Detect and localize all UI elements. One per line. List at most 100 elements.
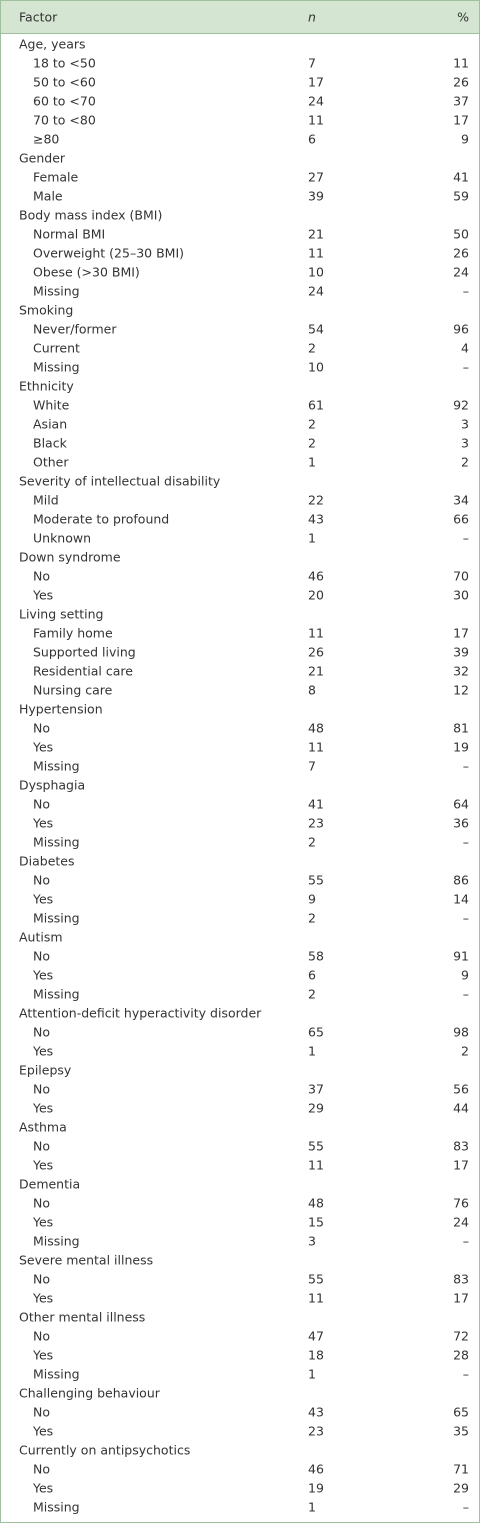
- factor-cell: Moderate to profound: [33, 511, 170, 526]
- factor-cell: Missing: [33, 1233, 80, 1248]
- factor-cell: Living setting: [19, 606, 104, 621]
- factor-cell: No: [33, 1081, 50, 1096]
- data-row: Unknown 1 –: [1, 528, 479, 547]
- n-cell: 55: [308, 1138, 324, 1153]
- factor-cell: No: [33, 1461, 50, 1476]
- data-row: No 46 70: [1, 566, 479, 585]
- factor-cell: Yes: [33, 587, 54, 602]
- percent-cell: 17: [453, 1290, 469, 1305]
- factor-cell: 50 to <60: [33, 74, 96, 89]
- data-row: ≥80 6 9: [1, 129, 479, 148]
- factor-cell: Dysphagia: [19, 777, 86, 792]
- factor-cell: Autism: [19, 929, 63, 944]
- percent-cell: 66: [453, 511, 469, 526]
- percent-cell: –: [462, 834, 469, 849]
- n-cell: 46: [308, 568, 324, 583]
- percent-cell: 19: [453, 739, 469, 754]
- group-row: Severity of intellectual disability: [1, 471, 479, 490]
- percent-cell: 17: [453, 1157, 469, 1172]
- factor-cell: No: [33, 1328, 50, 1343]
- data-row: Missing 3 –: [1, 1231, 479, 1250]
- factor-cell: No: [33, 1271, 50, 1286]
- n-cell: 22: [308, 492, 324, 507]
- factor-cell: White: [33, 397, 70, 412]
- factor-cell: Yes: [33, 1290, 54, 1305]
- factor-cell: 18 to <50: [33, 55, 96, 70]
- percent-cell: –: [462, 1366, 469, 1381]
- percent-cell: 3: [461, 435, 469, 450]
- header-cell: Factor: [19, 9, 58, 25]
- n-cell: 11: [308, 1157, 324, 1172]
- n-cell: 24: [308, 283, 324, 298]
- factor-cell: Female: [33, 169, 79, 184]
- group-row: Smoking: [1, 300, 479, 319]
- percent-cell: 59: [453, 188, 469, 203]
- n-cell: 6: [308, 967, 316, 982]
- group-row: Autism: [1, 927, 479, 946]
- n-cell: 1: [308, 1499, 316, 1514]
- factor-cell: Supported living: [33, 644, 136, 659]
- data-row: Moderate to profound 43 66: [1, 509, 479, 528]
- data-row: Obese (>30 BMI) 10 24: [1, 262, 479, 281]
- n-cell: 10: [308, 264, 324, 279]
- percent-cell: 30: [453, 587, 469, 602]
- group-row: Diabetes: [1, 851, 479, 870]
- header-cell: n: [308, 9, 316, 25]
- data-row: No 41 64: [1, 794, 479, 813]
- data-row: Never/former 54 96: [1, 319, 479, 338]
- n-cell: 7: [308, 758, 316, 773]
- data-row: No 55 83: [1, 1269, 479, 1288]
- percent-cell: 83: [453, 1271, 469, 1286]
- percent-cell: 36: [453, 815, 469, 830]
- factor-cell: Diabetes: [19, 853, 75, 868]
- factor-cell: Family home: [33, 625, 113, 640]
- percent-cell: 24: [453, 1214, 469, 1229]
- factor-cell: Other: [33, 454, 69, 469]
- factor-cell: No: [33, 796, 50, 811]
- percent-cell: 17: [453, 112, 469, 127]
- data-row: Missing 2 –: [1, 832, 479, 851]
- percent-cell: 9: [461, 967, 469, 982]
- data-row: No 65 98: [1, 1022, 479, 1041]
- data-row: Current 2 4: [1, 338, 479, 357]
- data-row: Missing 7 –: [1, 756, 479, 775]
- factor-cell: Unknown: [33, 530, 92, 545]
- factor-cell: Overweight (25–30 BMI): [33, 245, 185, 260]
- percent-cell: –: [462, 758, 469, 773]
- data-row: No 58 91: [1, 946, 479, 965]
- data-row: Other 1 2: [1, 452, 479, 471]
- n-cell: 18: [308, 1347, 324, 1362]
- percent-cell: 2: [461, 454, 469, 469]
- factor-cell: Ethnicity: [19, 378, 74, 393]
- percent-cell: 32: [453, 663, 469, 678]
- n-cell: 10: [308, 359, 324, 374]
- factor-cell: Yes: [33, 1100, 54, 1115]
- data-row: White 61 92: [1, 395, 479, 414]
- factor-cell: ≥80: [33, 131, 60, 146]
- percent-cell: 9: [461, 131, 469, 146]
- data-row: Supported living 26 39: [1, 642, 479, 661]
- group-row: Living setting: [1, 604, 479, 623]
- group-row: Challenging behaviour: [1, 1383, 479, 1402]
- group-row: Asthma: [1, 1117, 479, 1136]
- n-cell: 8: [308, 682, 316, 697]
- n-cell: 43: [308, 511, 324, 526]
- n-cell: 11: [308, 1290, 324, 1305]
- n-cell: 9: [308, 891, 316, 906]
- factor-cell: Yes: [33, 1214, 54, 1229]
- group-row: Other mental illness: [1, 1307, 479, 1326]
- factor-cell: Black: [33, 435, 67, 450]
- table-header: Factor n %: [1, 1, 479, 34]
- n-cell: 1: [308, 454, 316, 469]
- n-cell: 6: [308, 131, 316, 146]
- factor-cell: Nursing care: [33, 682, 113, 697]
- percent-cell: 29: [453, 1480, 469, 1495]
- group-row: Age, years: [1, 34, 479, 53]
- factor-cell: Current: [33, 340, 80, 355]
- factor-cell: Male: [33, 188, 63, 203]
- percent-cell: 50: [453, 226, 469, 241]
- percent-cell: 41: [453, 169, 469, 184]
- factor-cell: Age, years: [19, 36, 86, 51]
- n-cell: 37: [308, 1081, 324, 1096]
- factor-cell: Never/former: [33, 321, 117, 336]
